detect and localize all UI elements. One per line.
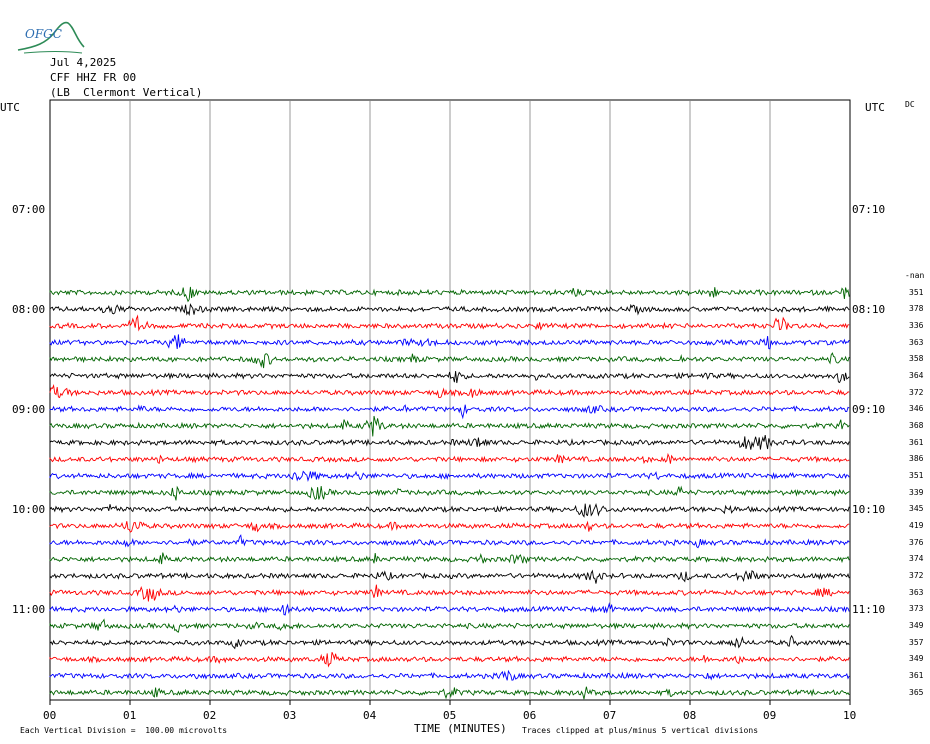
trace-value-label: 345 <box>909 504 924 514</box>
right-utc-label: UTC <box>865 101 885 114</box>
trace-value-label: 364 <box>909 370 924 380</box>
seismic-trace <box>49 452 850 465</box>
trace-value-label: 351 <box>909 470 924 480</box>
x-tick-label: 06 <box>523 709 537 722</box>
logo-text: OFGC <box>25 27 62 41</box>
trace-value-label: 339 <box>909 487 924 497</box>
trace-value-label: 349 <box>909 654 924 664</box>
x-tick-label: 08 <box>683 709 697 722</box>
ofgc-logo: OFGC <box>3 4 85 54</box>
seismic-trace <box>49 314 850 332</box>
x-tick-label: 10 <box>843 709 857 722</box>
seismic-trace <box>49 669 850 681</box>
trace-value-label: 372 <box>909 387 924 397</box>
clip-note: Traces clipped at plus/minus 5 vertical … <box>522 726 759 735</box>
trace-value-label: 349 <box>909 620 924 630</box>
right-tick-1010: 10:10 <box>852 503 886 516</box>
x-axis-title: TIME (MINUTES) <box>414 722 507 735</box>
trace-value-label: 376 <box>909 537 924 547</box>
trace-value-label: 357 <box>909 637 924 647</box>
seismic-trace <box>49 602 850 616</box>
seismic-trace <box>49 352 850 369</box>
trace-value-label: 365 <box>909 687 924 697</box>
seismic-trace <box>49 534 850 549</box>
x-tick-label: 02 <box>203 709 217 722</box>
trace-value-label: 363 <box>909 337 924 347</box>
seismic-trace <box>49 634 850 650</box>
seismic-trace <box>49 286 850 303</box>
seismic-trace <box>49 383 850 399</box>
seismic-trace <box>49 334 850 350</box>
x-tick-label: 07 <box>603 709 617 722</box>
dc-label: DC <box>905 100 915 109</box>
left-tick-1100: 11:00 <box>12 603 46 616</box>
scale-note: Each Vertical Division = 100.00 microvol… <box>20 726 228 735</box>
trace-value-label: 373 <box>909 604 924 614</box>
trace-value-label: 336 <box>909 320 924 330</box>
station-label: CFF HHZ FR 00 <box>50 71 137 84</box>
trace-value-label: 351 <box>909 287 924 297</box>
trace-value-label: 386 <box>909 454 924 464</box>
x-tick-label: 01 <box>123 709 137 722</box>
seismic-trace <box>49 370 850 384</box>
trace-value-label: 419 <box>909 520 924 530</box>
x-tick-label: 09 <box>763 709 777 722</box>
left-utc-label: UTC <box>0 101 20 114</box>
location-label: (LB Clermont Vertical) <box>50 86 203 99</box>
seismic-trace <box>49 652 850 668</box>
trace-value-label: 358 <box>909 354 924 364</box>
left-tick-0900: 09:00 <box>12 403 46 416</box>
seismic-trace <box>49 618 850 633</box>
right-tick-0710: 07:10 <box>852 203 886 216</box>
trace-value-label: 368 <box>909 420 924 430</box>
seismic-trace <box>49 303 850 317</box>
trace-value-label: 361 <box>909 670 924 680</box>
seismic-trace <box>49 435 850 450</box>
right-tick-0810: 08:10 <box>852 303 886 316</box>
seismic-trace <box>49 552 850 565</box>
seismic-trace <box>49 404 850 420</box>
x-tick-label: 05 <box>443 709 457 722</box>
seismic-trace <box>49 569 850 584</box>
right-tick-1110: 11:10 <box>852 603 886 616</box>
trace-value-label: 361 <box>909 437 924 447</box>
x-tick-label: 00 <box>43 709 57 722</box>
trace-value-label: 372 <box>909 570 924 580</box>
trace-value-label: 378 <box>909 304 924 314</box>
trace-value-label: 374 <box>909 554 924 564</box>
date-label: Jul 4,2025 <box>50 56 117 69</box>
right-tick-0910: 09:10 <box>852 403 886 416</box>
seismic-trace <box>49 485 850 501</box>
seismic-trace <box>49 520 850 533</box>
logo-mountain-icon <box>18 21 85 54</box>
seismic-trace <box>49 415 850 437</box>
trace-value-label: 346 <box>909 404 924 414</box>
left-tick-1000: 10:00 <box>12 503 46 516</box>
left-tick-0700: 07:00 <box>12 203 46 216</box>
seismic-trace <box>49 470 850 482</box>
seismic-trace <box>49 686 850 700</box>
x-tick-label: 04 <box>363 709 377 722</box>
nan-label: -nan <box>905 271 925 280</box>
seismic-trace <box>49 503 850 518</box>
seismic-trace <box>49 584 850 602</box>
trace-value-label: 363 <box>909 587 924 597</box>
left-tick-0800: 08:00 <box>12 303 46 316</box>
x-tick-label: 03 <box>283 709 297 722</box>
